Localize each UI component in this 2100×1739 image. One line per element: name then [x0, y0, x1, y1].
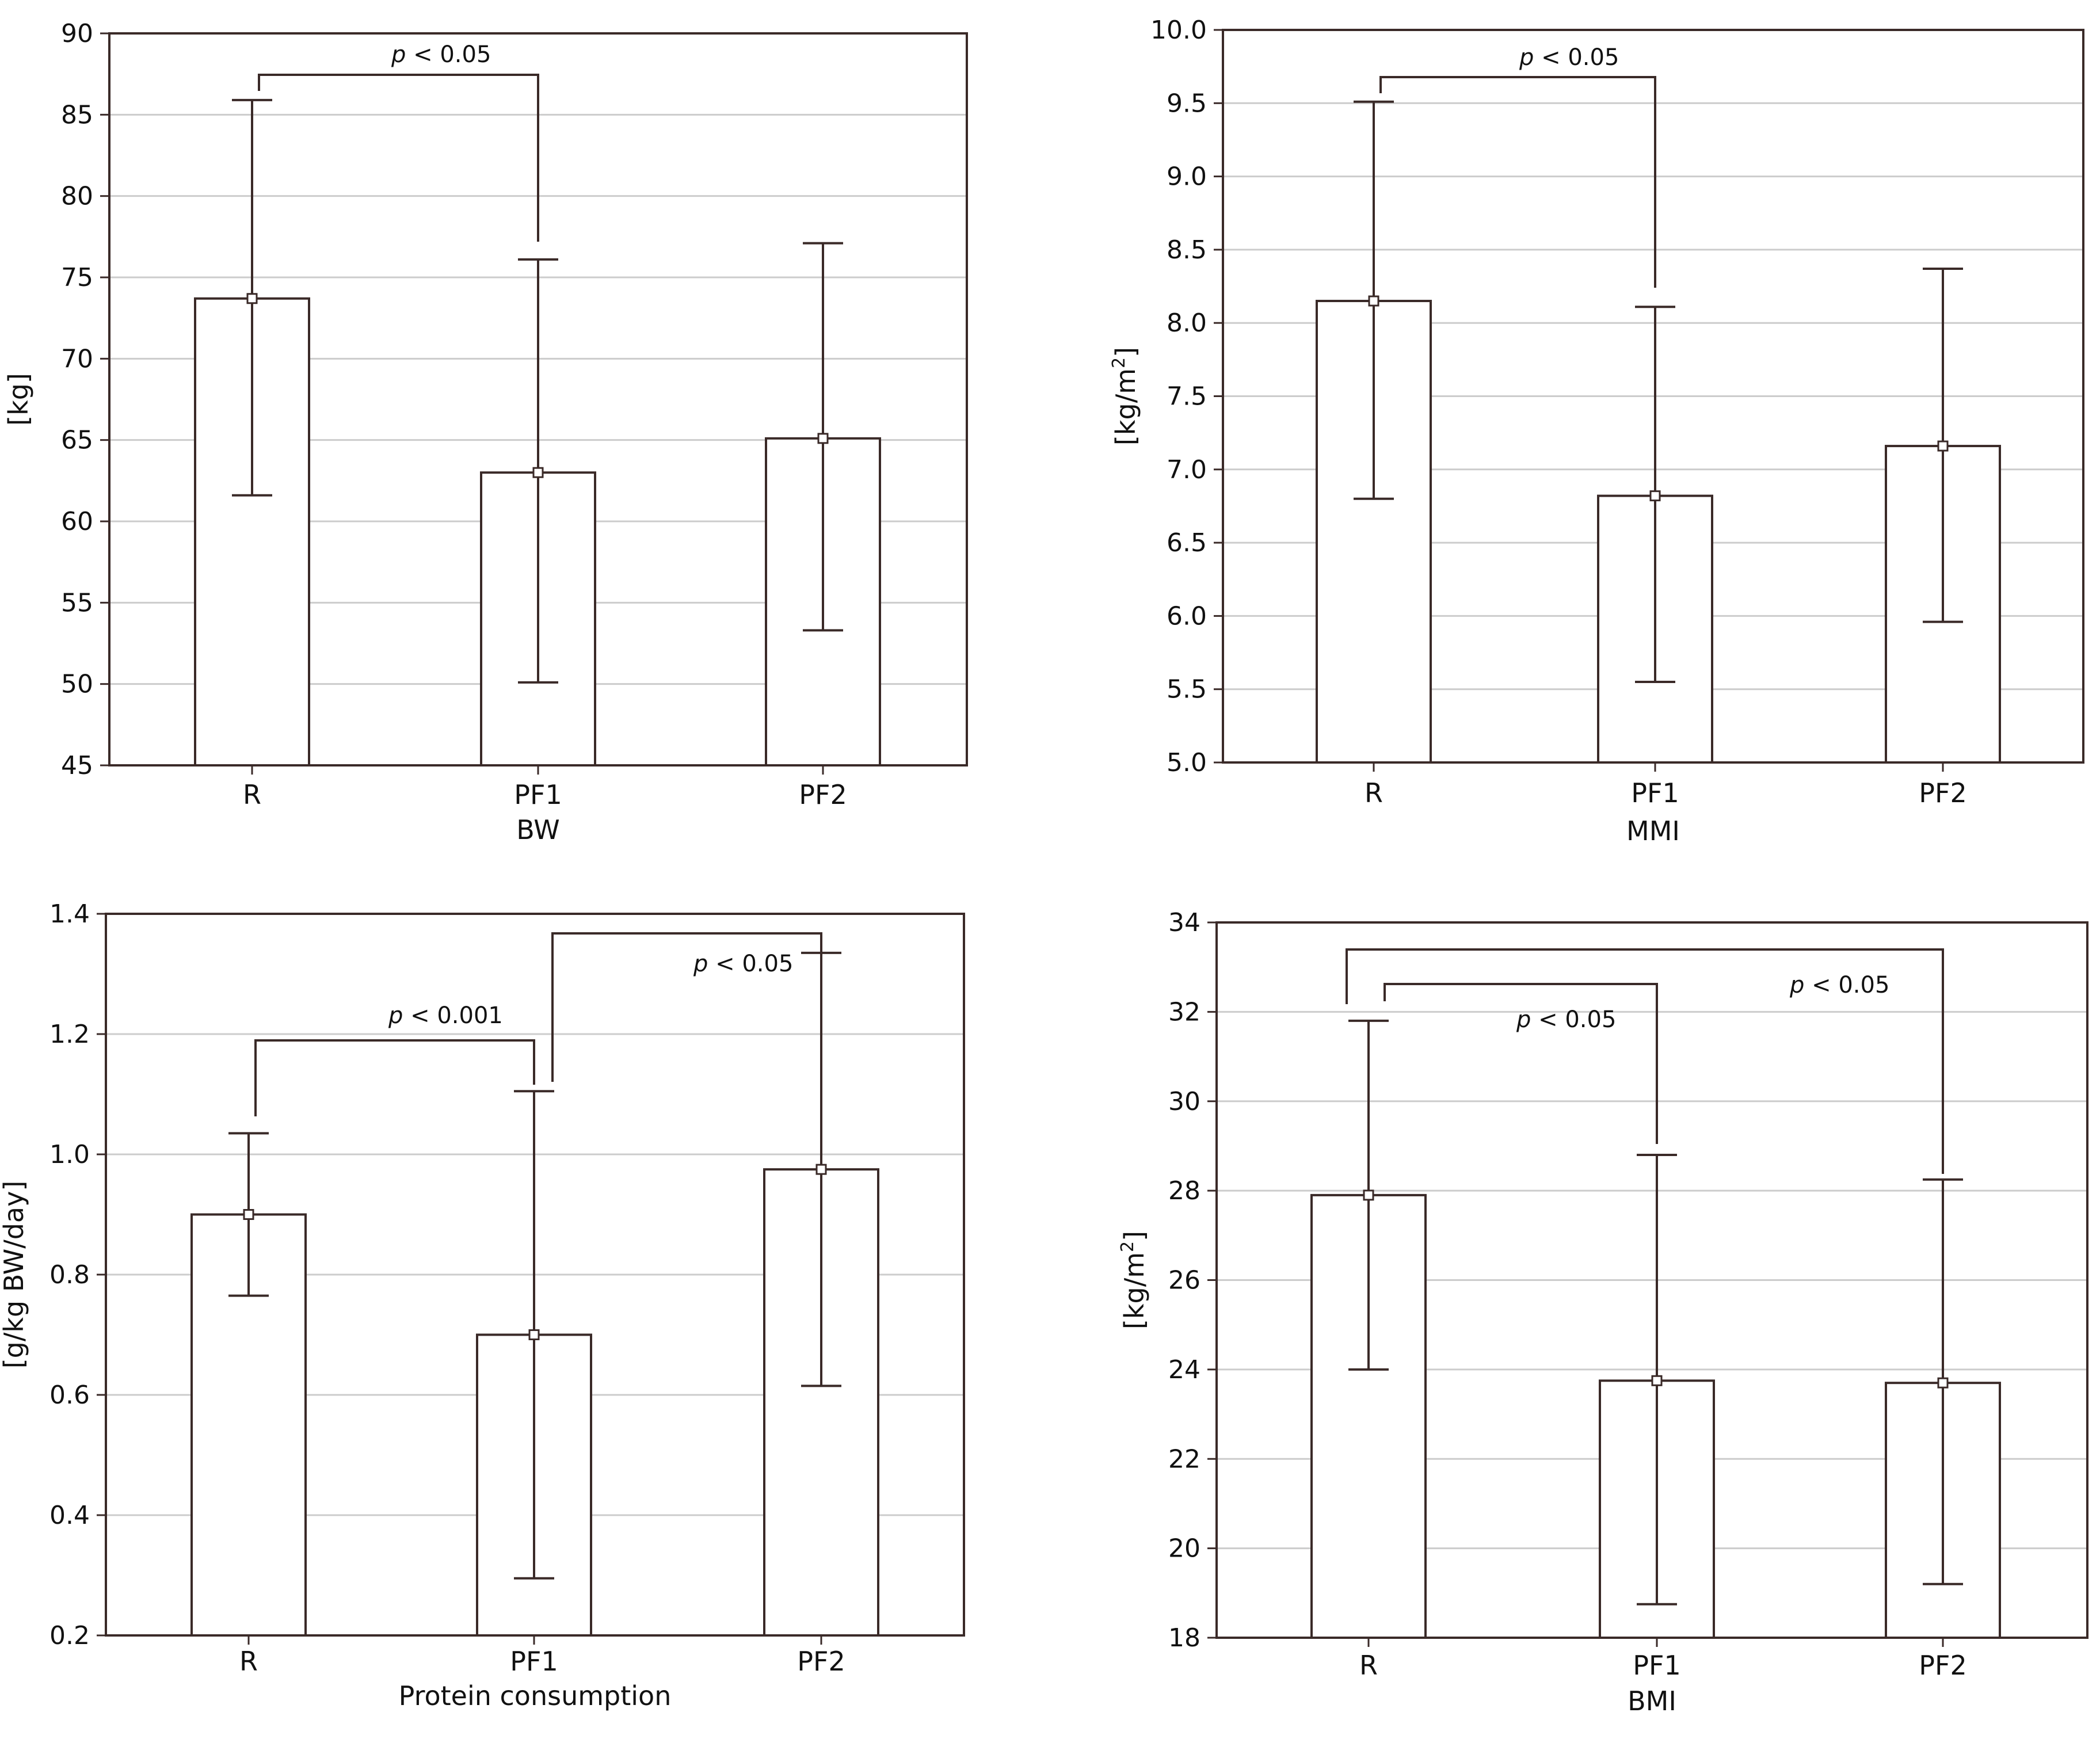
category-label-pf2: PF2 — [1919, 1650, 1966, 1681]
y-tick-label: 70 — [61, 344, 93, 373]
y-tick-label: 9.5 — [1167, 89, 1207, 118]
y-tick-label: 50 — [61, 670, 93, 699]
y-tick-label: 6.0 — [1167, 601, 1207, 631]
x-axis-title: BMI — [1628, 1685, 1676, 1717]
significance-label: p < 0.05 — [391, 41, 491, 68]
y-tick-label: 9.0 — [1167, 162, 1207, 192]
mean-marker-pf2 — [1937, 440, 1949, 452]
y-tick-label: 60 — [61, 507, 93, 536]
y-tick-label: 85 — [61, 100, 93, 129]
plot-frame — [1222, 29, 2084, 764]
y-tick-label: 34 — [1168, 908, 1200, 937]
x-axis-title: Protein consumption — [399, 1680, 672, 1711]
significance-label: p < 0.001 — [388, 1002, 503, 1029]
y-tick-label: 7.0 — [1167, 455, 1207, 485]
mean-marker-pf2 — [1937, 1377, 1949, 1389]
y-tick-label: 0.4 — [49, 1501, 90, 1530]
mean-marker-r — [1368, 295, 1379, 307]
category-label-pf2: PF2 — [1919, 777, 1966, 809]
category-label-pf1: PF1 — [510, 1646, 558, 1677]
y-axis-title: [kg/m2] — [1118, 1231, 1150, 1329]
y-tick-label: 8.5 — [1167, 235, 1207, 265]
y-axis-title: [kg/m2] — [1109, 347, 1141, 445]
mean-marker-pf1 — [532, 467, 544, 478]
significance-bracket — [254, 1039, 535, 1116]
significance-label: p < 0.05 — [1516, 1006, 1616, 1033]
y-tick-label: 45 — [61, 751, 93, 780]
panel-protein: 0.2 0.4 0.6 0.8 1.0 1.2 1.4 R PF1 PF2 Protein cons… — [0, 899, 965, 1711]
mean-marker-pf1 — [528, 1329, 540, 1340]
y-axis-title: [kg] — [3, 373, 34, 426]
significance-bracket — [1384, 983, 1658, 1144]
category-label-r: R — [1359, 1650, 1378, 1681]
y-tick-label: 8.0 — [1167, 308, 1207, 338]
y-tick-label: 26 — [1168, 1266, 1200, 1295]
y-tick-label: 18 — [1168, 1623, 1200, 1653]
category-label-pf2: PF2 — [799, 779, 847, 810]
significance-bracket — [1346, 948, 1944, 1174]
y-axis-title: [g/kg BW/day] — [0, 1181, 29, 1369]
y-tick-label: 1.0 — [49, 1140, 90, 1169]
y-tick-label: 5.5 — [1167, 675, 1207, 704]
y-tick-label: 80 — [61, 182, 93, 211]
category-label-r: R — [1365, 777, 1383, 809]
significance-label: p < 0.05 — [1789, 972, 1889, 998]
y-tick-label: 0.8 — [49, 1260, 90, 1290]
y-tick-label: 28 — [1168, 1176, 1200, 1206]
mean-marker-r — [1363, 1189, 1374, 1201]
panel-mmi: 5.0 5.5 6.0 6.5 7.0 7.5 8.0 8.5 9.0 9.5 10.0 R PF1 PF… — [1109, 16, 2084, 846]
y-tick-label: 1.2 — [49, 1020, 90, 1049]
category-label-pf1: PF1 — [514, 779, 562, 810]
y-tick-label: 55 — [61, 588, 93, 617]
significance-label: p < 0.05 — [693, 951, 793, 977]
y-tick-label: 24 — [1168, 1355, 1200, 1385]
y-tick-label: 0.6 — [49, 1380, 90, 1410]
panel-bw: 45 50 55 60 65 70 75 80 85 90 R PF1 PF2 BW [kg] p < 0.0… — [3, 19, 968, 845]
category-label-pf1: PF1 — [1633, 1650, 1680, 1681]
y-tick-label: 6.5 — [1167, 528, 1207, 558]
significance-label: p < 0.05 — [1519, 44, 1619, 71]
mean-marker-r — [243, 1209, 254, 1220]
mean-marker-pf1 — [1651, 1375, 1663, 1386]
y-tick-label: 10.0 — [1150, 16, 1207, 45]
category-label-pf2: PF2 — [797, 1646, 845, 1677]
significance-bracket — [258, 74, 539, 242]
significance-bracket — [1379, 76, 1656, 288]
plot-frame — [1215, 921, 2088, 1639]
mean-marker-pf1 — [1649, 490, 1661, 502]
y-tick-label: 22 — [1168, 1444, 1200, 1474]
significance-bracket — [551, 932, 822, 1082]
mean-marker-r — [246, 293, 258, 304]
panel-bmi: 18 20 22 24 26 28 30 32 34 R PF1 PF2 BMI [kg/m2] p < 0… — [1118, 908, 2088, 1717]
mean-marker-pf2 — [817, 433, 829, 444]
y-tick-label: 0.2 — [49, 1621, 90, 1650]
category-label-r: R — [243, 779, 261, 810]
y-tick-label: 32 — [1168, 997, 1200, 1027]
y-tick-label: 65 — [61, 426, 93, 455]
x-axis-title: BW — [516, 814, 559, 845]
y-tick-label: 75 — [61, 263, 93, 292]
y-tick-label: 1.4 — [49, 899, 90, 929]
y-tick-label: 7.5 — [1167, 382, 1207, 411]
y-tick-label: 90 — [61, 19, 93, 48]
category-label-r: R — [239, 1646, 258, 1677]
category-label-pf1: PF1 — [1631, 777, 1679, 809]
y-tick-label: 5.0 — [1167, 748, 1207, 777]
y-tick-label: 30 — [1168, 1087, 1200, 1116]
y-tick-label: 20 — [1168, 1534, 1200, 1563]
mean-marker-pf2 — [815, 1164, 827, 1175]
x-axis-title: MMI — [1626, 815, 1680, 846]
